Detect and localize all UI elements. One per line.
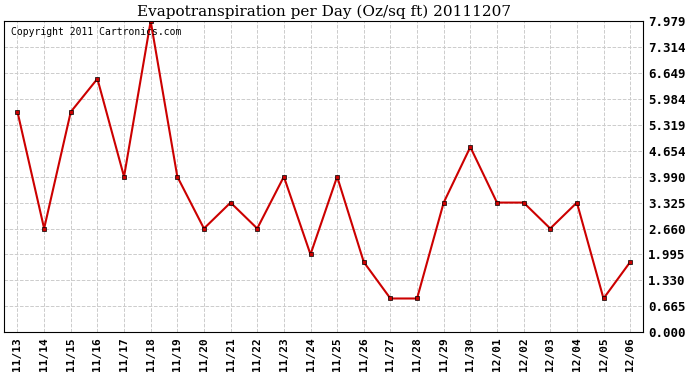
Text: Copyright 2011 Cartronics.com: Copyright 2011 Cartronics.com: [10, 27, 181, 38]
Title: Evapotranspiration per Day (Oz/sq ft) 20111207: Evapotranspiration per Day (Oz/sq ft) 20…: [137, 4, 511, 18]
